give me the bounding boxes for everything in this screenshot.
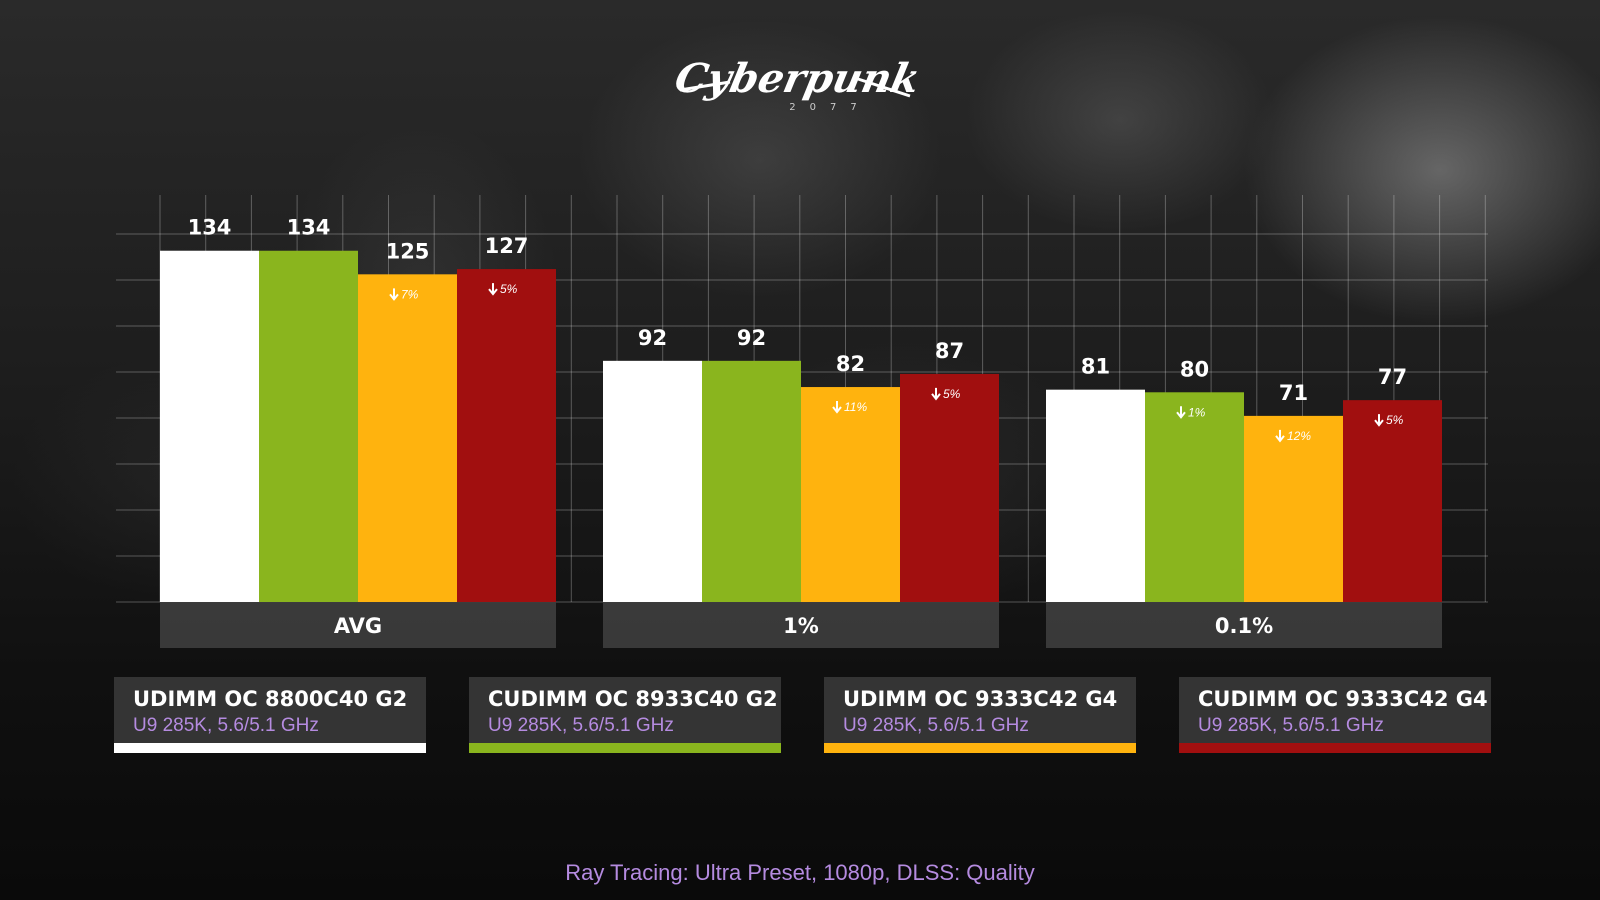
- bar: [1244, 415, 1343, 602]
- footnote: Ray Tracing: Ultra Preset, 1080p, DLSS: …: [565, 860, 1035, 885]
- bar-value-label: 81: [1081, 355, 1110, 379]
- legend-subtitle: U9 285K, 5.6/5.1 GHz: [843, 715, 1029, 736]
- bar-value-label: 127: [485, 234, 529, 258]
- bar: [801, 387, 900, 602]
- bar-delta-label: 5%: [500, 282, 518, 296]
- bar-delta-label: 7%: [401, 287, 419, 301]
- legend-subtitle: U9 285K, 5.6/5.1 GHz: [488, 715, 674, 736]
- legend-subtitle: U9 285K, 5.6/5.1 GHz: [1198, 715, 1384, 736]
- category-band: [603, 602, 999, 648]
- category-band: [1046, 602, 1442, 648]
- bar-value-label: 80: [1180, 357, 1209, 381]
- chart-labels: AVG 1% 0.1% 134 92 81 134 92 80 1% 125 7% 82 11% 71 12%…: [188, 216, 1408, 638]
- legend-title: UDIMM OC 9333C42 G4: [843, 687, 1118, 711]
- legend-item-1: UDIMM OC 8800C40 G2 U9 285K, 5.6/5.1 GHz: [114, 677, 426, 753]
- bar: [358, 274, 457, 602]
- category-label: 0.1%: [1215, 614, 1273, 638]
- bar-delta-label: 5%: [943, 387, 961, 401]
- arrow-down-icon: [389, 288, 399, 301]
- legend-color-swatch: [469, 743, 781, 753]
- bar: [160, 250, 259, 602]
- bar: [1145, 392, 1244, 602]
- cyberpunk-logo: Cyberpunk 2077: [671, 54, 924, 113]
- svg-text:Cyberpunk: Cyberpunk: [671, 54, 924, 101]
- bar-value-label: 87: [935, 339, 964, 363]
- bar: [603, 360, 702, 602]
- bar: [702, 360, 801, 602]
- bar-value-label: 71: [1279, 381, 1308, 405]
- bar-value-label: 77: [1378, 365, 1407, 389]
- bar: [900, 373, 999, 602]
- bar-delta-label: 11%: [844, 400, 867, 414]
- bar: [457, 269, 556, 602]
- arrow-down-icon: [1176, 406, 1186, 419]
- legend-title: UDIMM OC 8800C40 G2: [133, 687, 408, 711]
- legend-subtitle: U9 285K, 5.6/5.1 GHz: [133, 715, 319, 736]
- bar-delta-label: 1%: [1188, 405, 1206, 419]
- bar-value-label: 134: [188, 216, 232, 240]
- bar-delta-label: 12%: [1287, 429, 1311, 443]
- bar-delta-label: 5%: [1386, 413, 1404, 427]
- arrow-down-icon: [931, 387, 941, 401]
- arrow-down-icon: [832, 401, 842, 414]
- legend-color-swatch: [1179, 743, 1491, 753]
- bar-value-label: 82: [836, 352, 865, 376]
- bar: [259, 250, 358, 602]
- bar-value-label: 134: [287, 216, 331, 240]
- category-label: 1%: [783, 614, 819, 638]
- legend-title: CUDIMM OC 8933C40 G2: [488, 687, 778, 711]
- arrow-down-icon: [1374, 414, 1384, 427]
- arrow-down-icon: [1275, 429, 1285, 443]
- bar: [1046, 389, 1145, 602]
- category-band: [160, 602, 556, 648]
- arrow-down-icon: [488, 283, 498, 296]
- bar: [1343, 400, 1442, 602]
- legend-color-swatch: [824, 743, 1136, 753]
- legend-item-4: CUDIMM OC 9333C42 G4 U9 285K, 5.6/5.1 GH…: [1179, 677, 1491, 753]
- legend-item-3: UDIMM OC 9333C42 G4 U9 285K, 5.6/5.1 GHz: [824, 677, 1136, 753]
- category-label: AVG: [334, 614, 382, 638]
- svg-text:2077: 2077: [789, 102, 870, 113]
- bar-value-label: 92: [737, 326, 766, 350]
- bar-value-label: 125: [386, 239, 430, 263]
- bar-value-label: 92: [638, 326, 667, 350]
- legend-item-2: CUDIMM OC 8933C40 G2 U9 285K, 5.6/5.1 GH…: [469, 677, 781, 753]
- chart-bars: [160, 250, 1442, 648]
- legend-color-swatch: [114, 743, 426, 753]
- legend-title: CUDIMM OC 9333C42 G4: [1198, 687, 1488, 711]
